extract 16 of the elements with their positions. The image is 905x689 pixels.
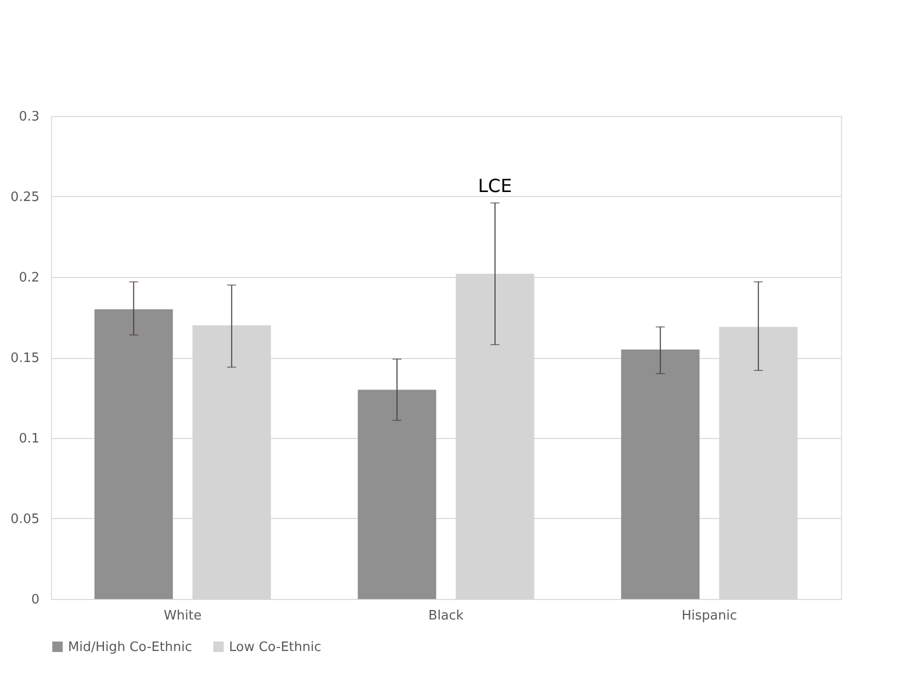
x-tick-label: Black	[428, 608, 464, 624]
y-tick-label: 0.3	[18, 110, 40, 124]
bar	[621, 349, 700, 599]
y-tick-label: 0.2	[18, 270, 40, 286]
legend-label: Mid/High Co-Ethnic	[68, 640, 192, 655]
y-tick-label: 0.15	[10, 351, 40, 366]
y-tick-label: 0.25	[10, 190, 40, 205]
x-tick-label: White	[164, 608, 202, 624]
bar	[358, 390, 436, 599]
x-tick-label: Hispanic	[682, 608, 738, 624]
annotation: LCE	[478, 176, 512, 197]
legend-label: Low Co-Ethnic	[229, 640, 322, 655]
bar	[94, 309, 173, 599]
y-tick-label: 0.1	[18, 432, 40, 446]
y-tick-label: 0.05	[10, 512, 40, 527]
y-tick-label: 0	[31, 592, 40, 608]
